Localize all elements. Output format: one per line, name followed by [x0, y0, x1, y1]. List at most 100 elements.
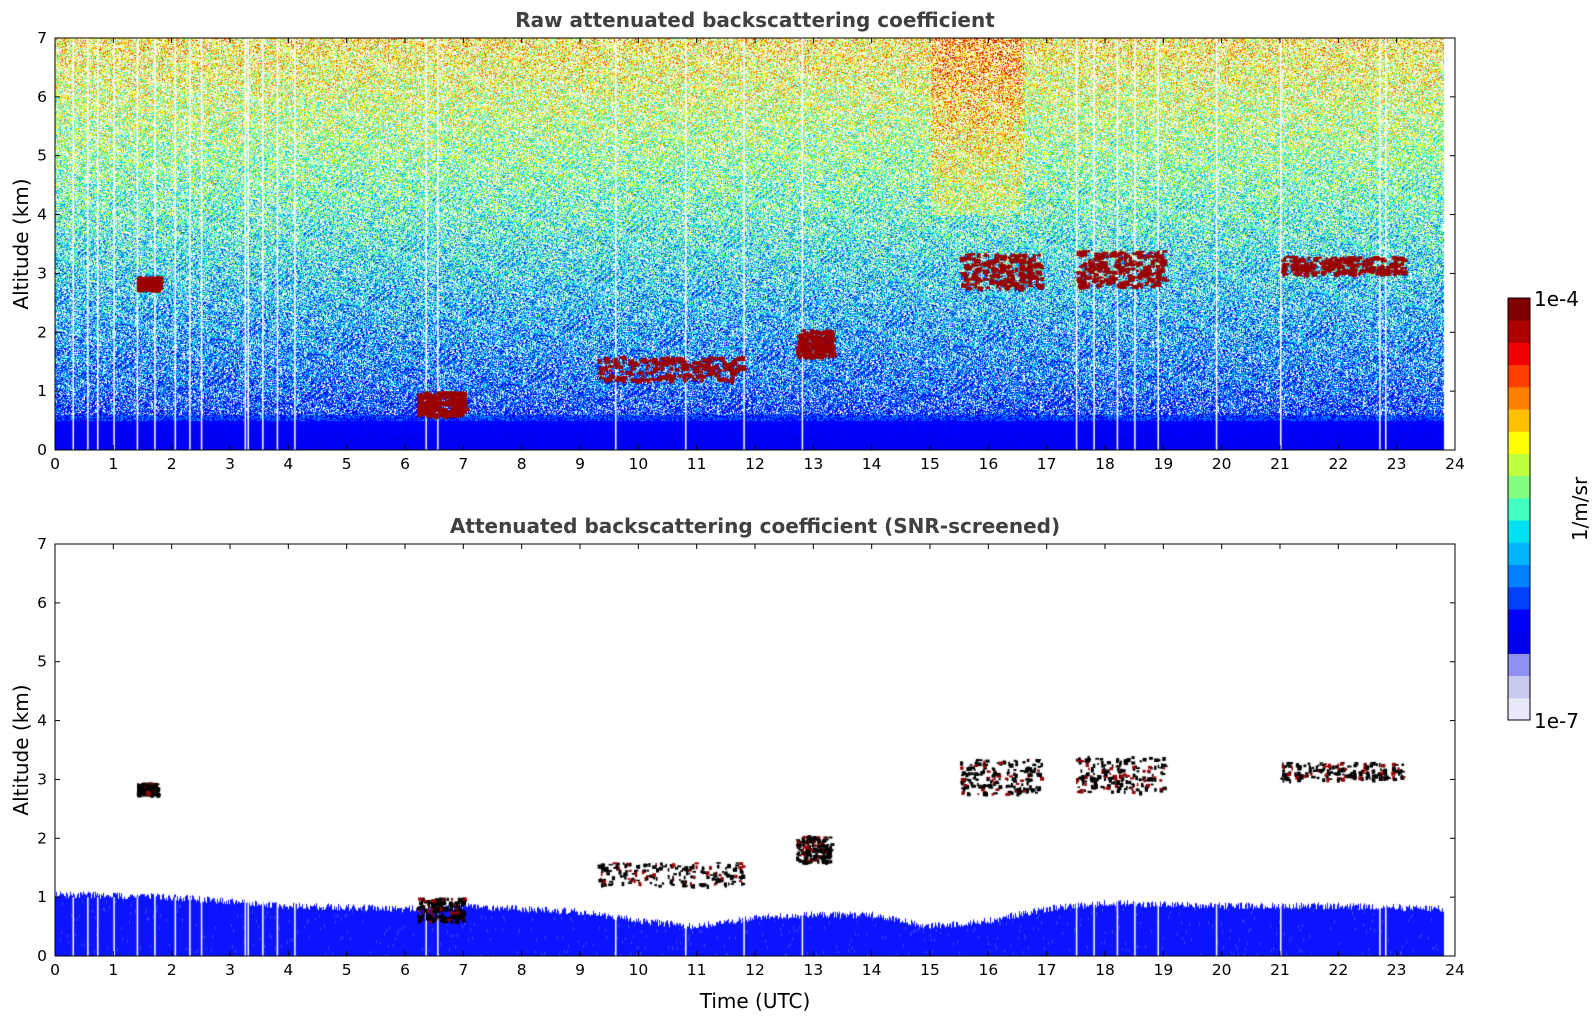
colorbar-swatch [1508, 675, 1530, 699]
colorbar-swatch [1508, 386, 1530, 410]
x-tick-label: 17 [1037, 455, 1057, 473]
raw-backscatter-panel: Raw attenuated backscattering coefficien… [9, 8, 1465, 473]
x-tick-label: 8 [517, 961, 527, 979]
y-tick-label: 7 [37, 29, 47, 47]
colorbar-swatch [1508, 586, 1530, 610]
y-tick-label: 2 [37, 323, 47, 341]
colorbar-swatch [1508, 409, 1530, 432]
y-tick-label: 1 [37, 382, 47, 400]
x-tick-label: 20 [1212, 455, 1232, 473]
x-tick-label: 16 [978, 455, 998, 473]
colorbar-swatch [1508, 697, 1530, 721]
x-tick-label: 0 [50, 455, 60, 473]
y-tick-label: 6 [37, 594, 47, 612]
x-tick-label: 15 [920, 455, 940, 473]
colorbar-swatch [1508, 564, 1530, 588]
colorbar-swatch [1508, 631, 1530, 654]
screened-heatmap [55, 544, 1455, 956]
y-tick-label: 2 [37, 829, 47, 847]
colorbar-swatch [1508, 364, 1530, 388]
x-tick-label: 10 [628, 961, 648, 979]
x-tick-label: 11 [687, 961, 707, 979]
x-tick-label: 12 [745, 455, 765, 473]
raw-heatmap [55, 38, 1455, 450]
x-tick-label: 9 [575, 961, 585, 979]
y-tick-label: 0 [37, 947, 47, 965]
x-tick-label: 11 [687, 455, 707, 473]
x-tick-label: 20 [1212, 961, 1232, 979]
x-tick-label: 12 [745, 961, 765, 979]
x-tick-label: 24 [1445, 961, 1465, 979]
x-tick-label: 22 [1328, 455, 1348, 473]
x-tick-label: 21 [1270, 961, 1290, 979]
snr-screened-panel: Attenuated backscattering coefficient (S… [9, 514, 1465, 1013]
y-tick-label: 5 [37, 147, 47, 165]
x-tick-label: 14 [862, 455, 882, 473]
bottom-title: Attenuated backscattering coefficient (S… [450, 514, 1060, 538]
x-tick-label: 14 [862, 961, 882, 979]
x-tick-label: 2 [167, 961, 177, 979]
y-tick-label: 5 [37, 653, 47, 671]
bottom-ylabel: Altitude (km) [9, 684, 33, 815]
x-tick-label: 3 [225, 455, 235, 473]
x-tick-label: 18 [1095, 455, 1115, 473]
x-tick-label: 15 [920, 961, 940, 979]
y-tick-label: 6 [37, 88, 47, 106]
x-tick-label: 19 [1153, 455, 1173, 473]
x-tick-label: 10 [628, 455, 648, 473]
x-tick-label: 24 [1445, 455, 1465, 473]
x-tick-label: 19 [1153, 961, 1173, 979]
x-tick-label: 17 [1037, 961, 1057, 979]
y-tick-label: 3 [37, 264, 47, 282]
x-tick-label: 7 [458, 455, 468, 473]
x-tick-label: 22 [1328, 961, 1348, 979]
bottom-y-ticks: 0 1 2 3 4 5 6 7 [37, 535, 1455, 965]
top-ylabel: Altitude (km) [9, 178, 33, 309]
colorbar-swatch [1508, 298, 1530, 321]
bottom-x-ticks: 0 1 2 3 4 5 6 7 8 9 10 11 12 13 14 15 16 17 18 19 20 21 22 23 24 [50, 544, 1465, 979]
raw-heatmap-image [55, 38, 1455, 450]
colorbar-unit-label: 1/m/sr [1568, 476, 1592, 541]
x-tick-label: 9 [575, 455, 585, 473]
x-tick-label: 23 [1387, 961, 1407, 979]
y-tick-label: 7 [37, 535, 47, 553]
colorbar-swatch [1508, 520, 1530, 543]
top-y-ticks: 0 1 2 3 4 5 6 7 [37, 29, 1455, 459]
colorbar-swatch [1508, 542, 1530, 566]
x-tick-label: 1 [108, 961, 118, 979]
colorbar-swatch [1508, 320, 1530, 343]
colorbar-frame [1507, 297, 1531, 721]
colorbar-swatch [1508, 342, 1530, 366]
x-tick-label: 13 [803, 961, 823, 979]
y-tick-label: 0 [37, 441, 47, 459]
x-tick-label: 18 [1095, 961, 1115, 979]
colorbar-min-label: 1e-7 [1534, 709, 1579, 733]
top-x-ticks: 0 1 2 3 4 5 6 7 8 9 10 11 12 13 14 15 16 17 18 19 20 21 22 23 24 [50, 38, 1465, 473]
colorbar-swatch [1508, 453, 1530, 477]
colorbar-swatch [1508, 431, 1530, 454]
x-tick-label: 16 [978, 961, 998, 979]
colorbar-swatches [1508, 298, 1530, 721]
x-tick-label: 5 [342, 455, 352, 473]
colorbar-swatch [1508, 653, 1530, 677]
x-tick-label: 4 [283, 455, 293, 473]
x-tick-label: 6 [400, 961, 410, 979]
x-tick-label: 4 [283, 961, 293, 979]
colorbar-swatch [1508, 608, 1530, 632]
y-tick-label: 1 [37, 888, 47, 906]
x-tick-label: 7 [458, 961, 468, 979]
x-tick-label: 6 [400, 455, 410, 473]
x-tick-label: 1 [108, 455, 118, 473]
colorbar-max-label: 1e-4 [1534, 287, 1579, 311]
y-tick-label: 4 [37, 712, 47, 730]
y-tick-label: 3 [37, 770, 47, 788]
x-tick-label: 0 [50, 961, 60, 979]
screened-heatmap-image [55, 544, 1455, 956]
colorbar-swatch [1508, 497, 1530, 521]
x-tick-label: 23 [1387, 455, 1407, 473]
colorbar-swatch [1508, 475, 1530, 499]
colorbar: 1e-4 1e-7 1/m/sr [1507, 287, 1592, 733]
x-tick-label: 13 [803, 455, 823, 473]
y-tick-label: 4 [37, 206, 47, 224]
